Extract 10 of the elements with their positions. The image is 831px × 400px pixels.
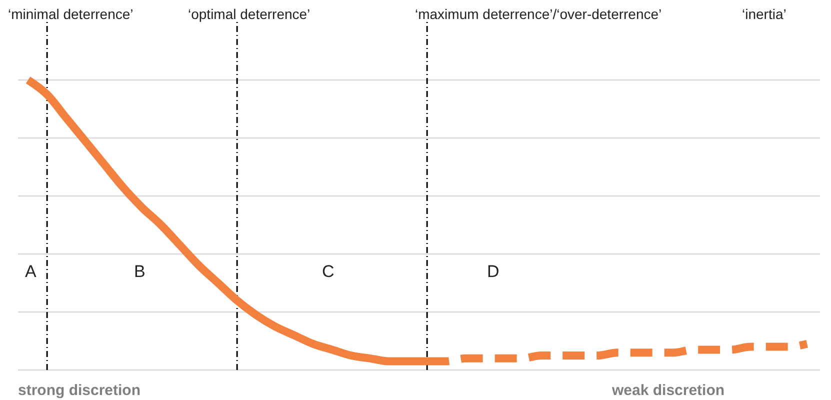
text: strong discretion	[18, 382, 141, 400]
text: ‘inertia’	[742, 6, 786, 23]
annotation: B	[134, 262, 146, 282]
text: ‘maximum deterrence’/‘over-deterrence’	[415, 6, 662, 23]
text: ‘minimal deterrence’	[8, 6, 134, 23]
text: weak discretion	[612, 382, 725, 400]
annotation: C	[322, 262, 334, 282]
annotation: A	[25, 262, 36, 282]
text: ‘optimal deterrence’	[188, 6, 310, 23]
annotation: D	[487, 262, 500, 282]
